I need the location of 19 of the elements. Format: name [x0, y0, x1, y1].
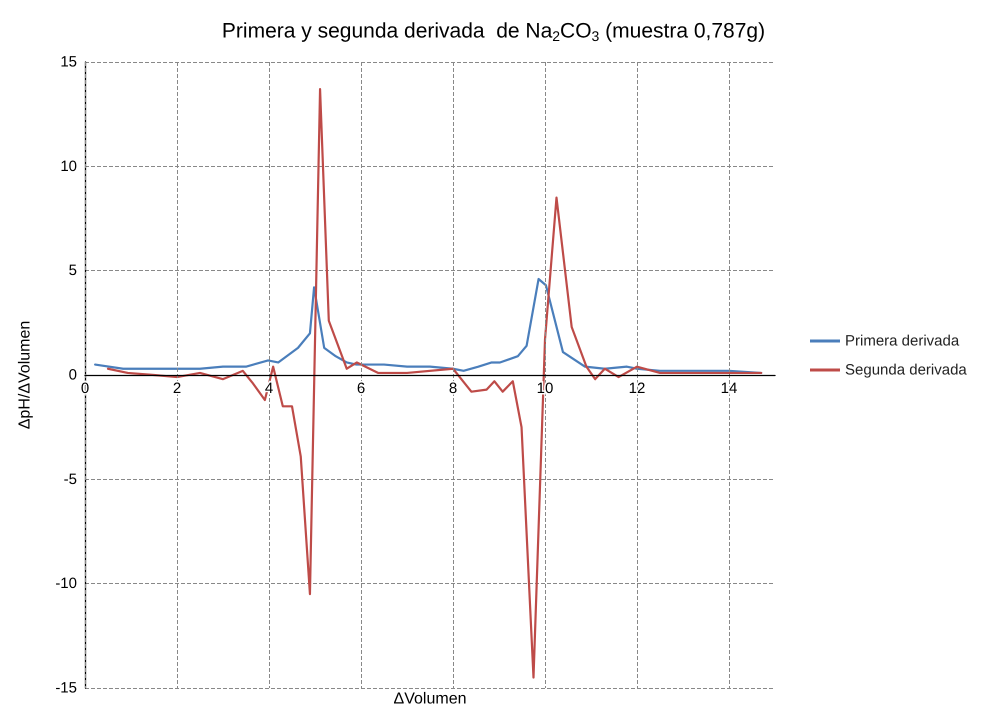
y-axis-title: ΔpH/ΔVolumen	[16, 320, 34, 430]
y-tick-label: -15	[55, 680, 77, 696]
line-series	[106, 88, 762, 679]
y-tick-label: 0	[68, 366, 77, 384]
x-tick-label: 12	[628, 380, 646, 397]
x-tick-label: 14	[720, 380, 738, 397]
legend-label: Segunda derivada	[845, 362, 968, 378]
x-tick-label: 6	[356, 380, 366, 397]
y-tick-label: 15	[60, 54, 77, 70]
x-tick-label: 0	[80, 380, 90, 397]
x-tick-label: 8	[448, 380, 458, 397]
legend-label: Primera derivada	[845, 332, 960, 350]
y-tick-label: 5	[68, 262, 77, 280]
x-tick-label: 2	[172, 380, 182, 397]
y-tick-label: -10	[55, 575, 77, 592]
x-axis-title: ΔVolumen	[394, 690, 466, 708]
y-tick-label: 10	[60, 158, 77, 175]
line-series	[94, 278, 762, 374]
y-tick-label: -5	[64, 470, 77, 488]
